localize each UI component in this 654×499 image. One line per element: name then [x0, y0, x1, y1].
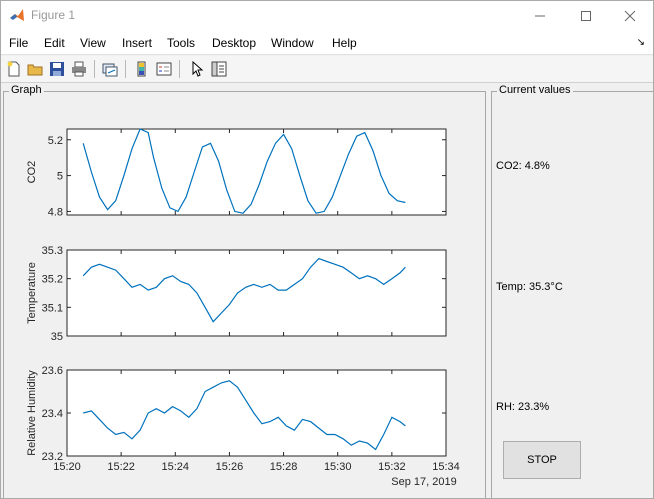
xtick-label: 15:32 — [378, 461, 406, 473]
menu-desktop[interactable]: Desktop — [212, 36, 257, 50]
humidity-ytick-label: 23.2 — [42, 451, 63, 463]
co2-ylabel: CO2 — [26, 161, 38, 184]
minimize-button[interactable] — [517, 1, 563, 31]
menu-tools[interactable]: Tools — [167, 36, 196, 50]
menu-help[interactable]: Help — [332, 36, 357, 50]
link-plot-icon[interactable] — [100, 59, 120, 79]
window-title: Figure 1 — [31, 8, 76, 22]
save-icon[interactable] — [47, 59, 67, 79]
menu-insert[interactable]: Insert — [122, 36, 153, 50]
toolbar-separator — [179, 60, 180, 78]
title-bar[interactable]: Figure 1 — [1, 1, 653, 31]
graph-plots[interactable]: 4.8 5 5.2 CO2 35 35.1 35.2 35.3 Temperature 23.2 2… — [4, 92, 485, 499]
stop-button[interactable]: STOP — [503, 441, 581, 479]
xtick-label: 15:26 — [216, 461, 244, 473]
xtick-label: 15:24 — [162, 461, 190, 473]
new-figure-icon[interactable] — [4, 59, 24, 79]
humidity-ytick-label: 23.4 — [42, 408, 63, 420]
menu-window[interactable]: Window — [271, 36, 314, 50]
toolbar-separator — [125, 60, 126, 78]
menu-edit[interactable]: Edit — [44, 36, 65, 50]
xtick-label: 15:22 — [107, 461, 135, 473]
edit-plot-arrow-icon[interactable] — [187, 59, 207, 79]
co2-series-line — [82, 128, 406, 214]
insert-colorbar-icon[interactable] — [132, 59, 152, 79]
maximize-button[interactable] — [563, 1, 609, 31]
current-values-panel: Current values CO2: 4.8% Temp: 35.3°C RH… — [491, 84, 654, 499]
close-button[interactable] — [607, 1, 653, 31]
co2-ytick-label: 5.2 — [48, 135, 63, 147]
dock-arrow-icon[interactable]: ↘ — [636, 37, 645, 48]
humidity-series-line — [83, 380, 406, 451]
humidity-axes — [66, 369, 447, 457]
temperature-ylabel: Temperature — [26, 262, 38, 324]
temperature-ytick-label: 35.3 — [42, 245, 63, 257]
current-values-panel-title: Current values — [497, 84, 573, 96]
close-icon — [624, 10, 636, 22]
temperature-ytick-label: 35.1 — [42, 302, 63, 314]
temperature-ytick-label: 35.2 — [42, 274, 63, 286]
co2-value: CO2: 4.8% — [496, 160, 550, 172]
graph-panel-title: Graph — [9, 84, 44, 96]
maximize-icon — [581, 11, 591, 21]
matlab-logo-icon — [10, 9, 24, 21]
menu-bar: File Edit View Insert Tools Desktop Wind… — [1, 31, 653, 55]
menu-view[interactable]: View — [80, 36, 106, 50]
print-icon[interactable] — [69, 59, 89, 79]
temperature-axes — [66, 249, 447, 337]
xtick-label: 15:28 — [270, 461, 298, 473]
xtick-label: 15:34 — [432, 461, 460, 473]
minimize-icon — [535, 15, 545, 17]
co2-ytick-label: 4.8 — [48, 206, 63, 218]
x-date-label: Sep 17, 2019 — [391, 476, 456, 488]
temperature-value: Temp: 35.3°C — [496, 281, 563, 293]
open-file-icon[interactable] — [25, 59, 45, 79]
humidity-ytick-label: 23.6 — [42, 365, 63, 377]
toolbar-separator — [94, 60, 95, 78]
co2-ytick-label: 5 — [57, 171, 63, 183]
menu-file[interactable]: File — [9, 36, 29, 50]
xtick-label: 15:20 — [53, 461, 81, 473]
graph-panel: Graph 4.8 5 5.2 CO2 35 35.1 35.2 35.3 Temperatur… — [3, 84, 486, 499]
figure-toolbar — [1, 56, 653, 83]
property-inspector-icon[interactable] — [209, 59, 229, 79]
temperature-ytick-label: 35 — [51, 331, 63, 343]
temperature-series-line — [82, 257, 406, 323]
insert-legend-icon[interactable] — [154, 59, 174, 79]
humidity-value: RH: 23.3% — [496, 401, 550, 413]
co2-axes — [66, 128, 447, 216]
xtick-label: 15:30 — [324, 461, 352, 473]
humidity-ylabel: Relative Humidity — [26, 370, 38, 456]
